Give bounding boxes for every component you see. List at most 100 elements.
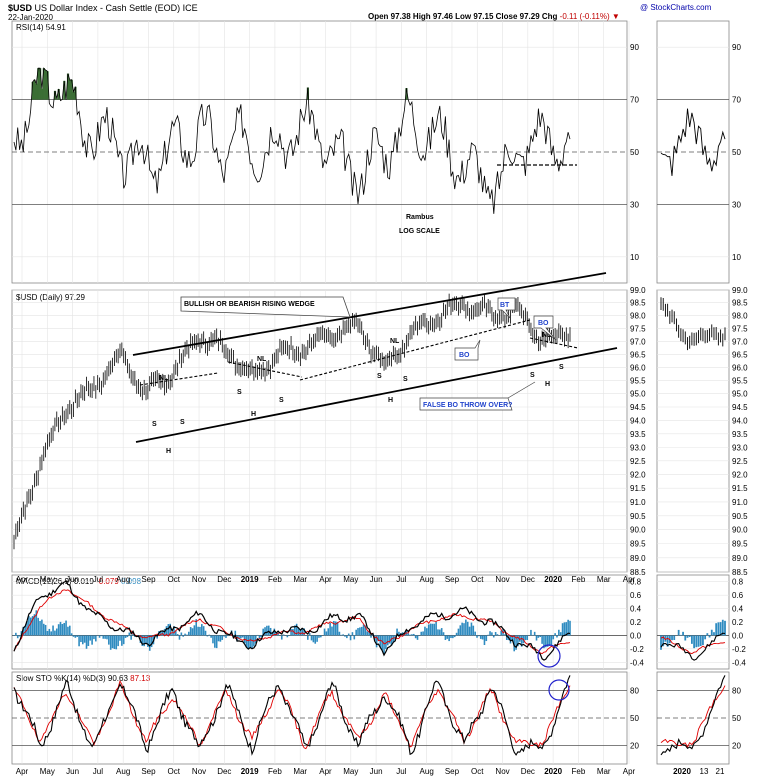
macd-histogram-bar: [416, 635, 419, 640]
month-tick-label: Nov: [192, 767, 206, 776]
month-tick-label: Dec: [217, 767, 231, 776]
macd-histogram-bar: [360, 626, 363, 636]
macd-histogram-bar: [398, 631, 400, 636]
exchange: ICE: [182, 3, 198, 13]
month-tick-label: Jun: [66, 767, 79, 776]
macd-histogram-bar: [431, 623, 434, 636]
macd-histogram-bar: [459, 625, 462, 636]
macd-histogram-bar: [50, 631, 52, 636]
macd-histogram-bar: [359, 627, 361, 636]
zoom-y-tick-label: 89.5: [732, 540, 748, 549]
y-tick-label: 30: [630, 200, 639, 209]
month-tick-label: Oct: [471, 767, 484, 776]
macd-histogram-bar: [245, 635, 248, 647]
macd-histogram-bar: [161, 630, 164, 636]
zoom-series-layer: [660, 108, 726, 756]
macd-histogram-bar: [297, 627, 300, 636]
macd-histogram-bar: [126, 635, 129, 638]
macd-histogram-bar: [193, 625, 196, 636]
macd-histogram-bar: [83, 635, 86, 643]
month-tick-label: May: [343, 767, 358, 776]
zoom-macd-histogram-bar: [715, 623, 718, 636]
rsi-overbought-fill: [40, 88, 44, 100]
zoom-macd-histogram-bar: [713, 632, 715, 636]
s-label-7: S: [530, 372, 535, 379]
macd-histogram-bar: [147, 635, 149, 647]
macd-histogram-bar: [267, 625, 270, 636]
zoom-macd-histogram-bar: [682, 631, 684, 636]
macd-histogram-bar: [381, 635, 383, 651]
macd-histogram-bar: [426, 628, 428, 636]
macd-histogram-bar: [227, 635, 229, 637]
macd-histogram-bar: [182, 635, 185, 637]
month-tick-label: Mar: [293, 575, 307, 584]
macd-histogram-bar: [160, 630, 162, 636]
macd-histogram-bar: [567, 619, 569, 636]
macd-histogram-bar: [78, 635, 80, 647]
month-tick-label: 2019: [241, 575, 259, 584]
log-scale-label: LOG SCALE: [399, 228, 440, 235]
macd-histogram-bar: [35, 610, 38, 636]
macd-histogram-bar: [52, 625, 54, 636]
macd-histogram-bar: [370, 635, 372, 638]
macd-histogram-bar: [269, 627, 272, 636]
macd-histogram-bar: [141, 635, 144, 646]
sto-value-k: 90.63: [108, 674, 129, 683]
macd-histogram-bar: [189, 627, 192, 636]
macd-histogram-bar: [254, 635, 257, 644]
macd-histogram-bar: [338, 631, 341, 636]
zoom-macd-histogram-bar: [686, 635, 689, 638]
y-tick-label: 0.8: [630, 578, 642, 587]
macd-histogram-bar: [537, 635, 540, 638]
macd-histogram-bar: [292, 628, 294, 636]
macd-histogram-bar: [491, 632, 493, 636]
month-tick-label: Feb: [572, 767, 586, 776]
zoom-macd-histogram-bar: [697, 635, 700, 647]
macd-histogram-bar: [104, 635, 106, 639]
zoom-y-tick-label: 95.0: [732, 390, 748, 399]
y-tick-label: 10: [630, 253, 639, 262]
macd-histogram-bar: [466, 621, 469, 636]
macd-histogram-bar: [474, 631, 476, 636]
macd-histogram-bar: [513, 635, 516, 652]
source-link[interactable]: @ StockCharts.com: [640, 3, 712, 12]
zoom-macd-histogram-bar: [677, 629, 680, 636]
macd-histogram-bar: [59, 621, 62, 636]
rsi-overbought-fill: [37, 68, 40, 100]
zoom-macd-histogram-bar: [699, 635, 702, 647]
macd-histogram-bar: [61, 623, 64, 636]
macd-histogram-bar: [212, 635, 214, 644]
macd-histogram-bar: [26, 621, 28, 636]
macd-histogram-bar: [214, 635, 216, 648]
zoom-macd-histogram-bar: [706, 633, 709, 636]
y-tick-label: 91.5: [630, 484, 646, 493]
sto-title-group: Slow STO %K(14) %D(3) 90.63 87.13: [16, 674, 151, 683]
macd-histogram-bar: [496, 634, 499, 636]
zoom-macd-histogram-bar: [717, 622, 720, 636]
macd-histogram-bar: [124, 635, 127, 638]
rsi-overbought-fill: [70, 79, 73, 100]
macd-histogram-bar: [167, 624, 170, 636]
macd-histogram-bar: [479, 635, 482, 639]
zoom-y-tick-label: 50: [732, 148, 741, 157]
macd-histogram-bar: [308, 633, 311, 636]
zoom-y-tick-label: 30: [732, 200, 741, 209]
macd-histogram-bar: [327, 628, 330, 636]
price-title: $USD (Daily) 97.29: [16, 293, 85, 302]
macd-histogram-bar: [63, 622, 66, 636]
false-bo-label: FALSE BO THROW OVER?: [423, 402, 512, 409]
macd-histogram-bar: [260, 635, 263, 638]
h-label-3: H: [388, 397, 393, 404]
y-tick-label: 92.5: [630, 457, 646, 466]
neckline-1: [139, 372, 219, 386]
macd-histogram-bar: [176, 634, 179, 636]
bt-callout: BT: [500, 302, 510, 309]
macd-histogram-bar: [65, 620, 67, 636]
macd-histogram-bar: [427, 624, 430, 636]
rsi-overbought-fill: [66, 73, 70, 100]
month-tick-label: 2019: [241, 767, 259, 776]
rsi-overbought-fill: [55, 98, 58, 100]
macd-histogram-bar: [362, 624, 365, 636]
macd-histogram-bar: [518, 635, 521, 642]
macd-histogram-bar: [217, 635, 220, 642]
